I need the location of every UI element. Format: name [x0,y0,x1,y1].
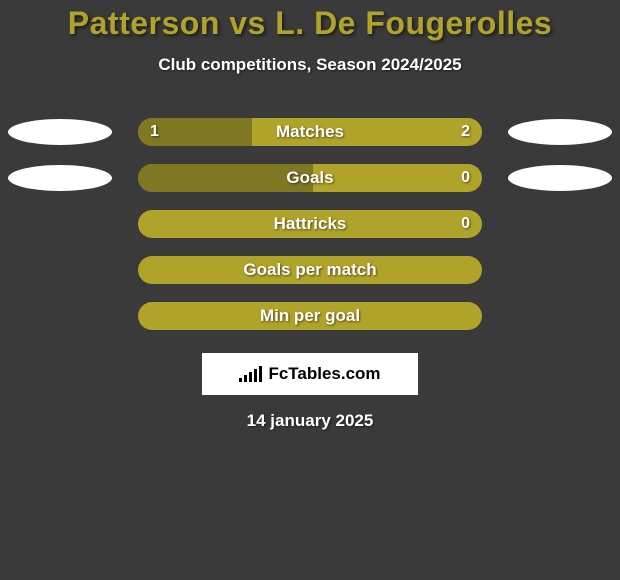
stat-right-value: 2 [461,123,470,141]
date-label: 14 january 2025 [0,411,620,431]
stat-label: Goals [286,168,333,188]
page-title: Patterson vs L. De Fougerolles [0,6,620,41]
stat-bar: Goals 0 [138,164,482,192]
stat-right-value: 0 [461,215,470,233]
comparison-card: Patterson vs L. De Fougerolles Club comp… [0,0,620,580]
logo-text: FcTables.com [268,364,380,384]
stat-row: Min per goal [0,293,620,339]
left-ellipse [8,165,112,191]
left-ellipse [8,119,112,145]
right-ellipse [508,119,612,145]
subtitle: Club competitions, Season 2024/2025 [0,55,620,75]
stat-label: Goals per match [243,260,376,280]
right-ellipse [508,165,612,191]
stat-bar: Min per goal [138,302,482,330]
stat-bar: Goals per match [138,256,482,284]
stat-rows: 1 Matches 2 Goals 0 Hattricks 0 [0,109,620,339]
stat-row: Goals 0 [0,155,620,201]
stat-left-value: 1 [150,123,159,141]
logo-bars-icon [239,366,262,382]
stat-bar: 1 Matches 2 [138,118,482,146]
stat-bar: Hattricks 0 [138,210,482,238]
stat-row: Hattricks 0 [0,201,620,247]
stat-label: Matches [276,122,344,142]
stat-row: 1 Matches 2 [0,109,620,155]
stat-row: Goals per match [0,247,620,293]
logo-box: FcTables.com [202,353,418,395]
stat-right-value: 0 [461,169,470,187]
stat-label: Hattricks [274,214,347,234]
stat-label: Min per goal [260,306,360,326]
